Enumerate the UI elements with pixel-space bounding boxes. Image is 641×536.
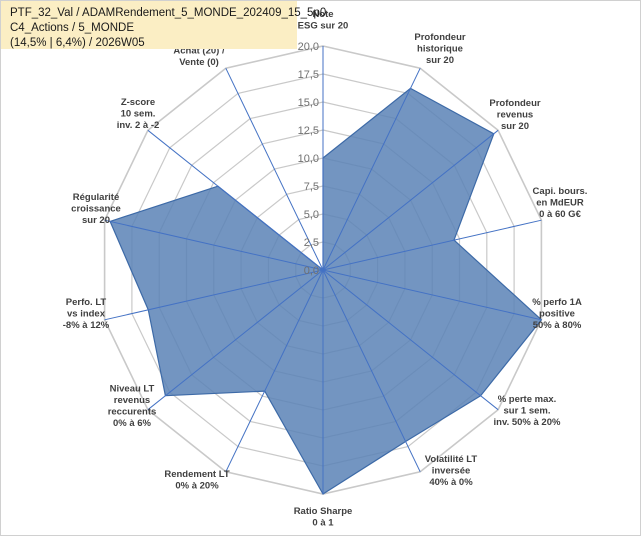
axis-spoke <box>104 269 324 321</box>
axis-label-line: inv. 50% à 20% <box>494 417 561 428</box>
axis-label-line: 10 sem. <box>121 109 156 120</box>
tick-label: 10,0 <box>298 153 319 165</box>
axis-label-line: croissance <box>71 204 121 215</box>
chart-title-box: PTF_32_Val / ADAMRendement_5_MONDE_20240… <box>1 1 326 49</box>
axis-label: Volatilité LT inversée 40% à 0% <box>425 454 478 488</box>
axis-label: Niveau LT revenus reccurents 0% à 6% <box>108 383 157 429</box>
axis-spoke <box>225 269 324 473</box>
axis-label-line: Achat (20) / <box>173 46 225 57</box>
tick-label: 0,0 <box>304 265 319 277</box>
axis-label-line: 40% à 0% <box>429 477 473 488</box>
axis-label: Profondeur revenus sur 20 <box>489 98 540 132</box>
axis-label-line: Volatilité LT <box>425 454 478 465</box>
axis-label-line: sur 20 <box>501 121 529 132</box>
axis-label: Z-score 10 sem. inv. 2 à -2 <box>117 97 160 131</box>
axis-label-line: Profondeur <box>414 32 465 43</box>
tick-label: 7,5 <box>304 181 319 193</box>
axis-label-line: inversée <box>432 466 471 477</box>
axis-spoke <box>322 269 499 411</box>
tick-label: 12,5 <box>298 125 319 137</box>
axis-spoke <box>322 269 421 473</box>
axis-spoke <box>225 67 324 271</box>
axis-label: Ratio Sharpe 0 à 1 <box>294 506 353 529</box>
axis-label-line: sur 1 sem. <box>504 406 551 417</box>
title-line-3: (14,5% | 6,4%) / 2026W05 <box>10 37 145 49</box>
axis-label-line: 0% à 20% <box>175 480 219 491</box>
axis-spoke <box>322 129 499 271</box>
axis-label: Note ESG sur 20 <box>298 9 349 32</box>
axis-label-line: vs index <box>67 309 106 320</box>
axis-label-line: Note <box>312 9 333 20</box>
axis-label-line: Z-score <box>121 97 155 108</box>
axis-label-line: en MdEUR <box>536 198 584 209</box>
axis-label: % perfo 1A positive 50% à 80% <box>532 297 582 331</box>
tick-label: 20,0 <box>298 41 319 53</box>
axis-label-line: sur 20 <box>426 55 454 66</box>
axis-spoke <box>147 129 324 271</box>
axis-spoke <box>322 67 421 271</box>
axis-label-line: Profondeur <box>489 98 540 109</box>
title-line-1: PTF_32_Val / ADAMRendement_5_MONDE_20240… <box>10 7 327 19</box>
axis-label-line: % perte max. <box>498 394 557 405</box>
axis-label: Régularité croissance sur 20 <box>71 192 121 226</box>
axis-label-line: revenus <box>497 110 533 121</box>
axis-label-line: inv. 2 à -2 <box>117 120 160 131</box>
axis-label: Profondeur historique sur 20 <box>414 32 465 66</box>
axis-label-line: Niveau LT <box>110 383 155 394</box>
axis-label-line: reccurents <box>108 406 157 417</box>
axis-label-line: 50% à 80% <box>533 320 582 331</box>
tick-label: 17,5 <box>298 69 319 81</box>
title-line-2: C4_Actions / 5_MONDE <box>10 22 134 34</box>
axis-label-line: Vente (0) <box>179 57 219 68</box>
axis-label: Rendement LT 0% à 20% <box>164 469 229 492</box>
tick-label: 15,0 <box>298 97 319 109</box>
axis-label-line: 0 à 1 <box>312 517 334 528</box>
axis-label-line: historique <box>417 44 463 55</box>
axis-label-line: Perfo. LT <box>66 297 107 308</box>
axis-label-line: Capi. bours. <box>533 186 588 197</box>
axis-spoke <box>322 269 542 321</box>
axis-label-line: sur 20 <box>82 215 110 226</box>
series-area <box>109 87 543 495</box>
axis-label-line: Régularité <box>73 192 119 203</box>
axis-label-line: Ratio Sharpe <box>294 506 353 517</box>
axis-label-line: % perfo 1A <box>532 297 582 308</box>
axis-label-line: 0 à 60 G€ <box>539 209 581 220</box>
axis-label: Capi. bours. en MdEUR 0 à 60 G€ <box>533 186 588 220</box>
axis-label-line: revenus <box>114 395 150 406</box>
axis-label-line: 0% à 6% <box>113 418 152 429</box>
tick-label: 2,5 <box>304 237 319 249</box>
axis-label: Perfo. LT vs index -8% à 12% <box>63 297 110 331</box>
axis-label-line: -8% à 12% <box>63 320 110 331</box>
axis-spoke <box>147 269 324 411</box>
axis-label: % perte max. sur 1 sem. inv. 50% à 20% <box>494 394 561 428</box>
tick-label: 5,0 <box>304 209 319 221</box>
axis-spoke <box>104 219 324 271</box>
axis-label-line: positive <box>539 309 575 320</box>
axis-label-line: ESG sur 20 <box>298 20 349 31</box>
axis-spoke <box>322 219 542 271</box>
axis-label-line: Rendement LT <box>164 469 229 480</box>
